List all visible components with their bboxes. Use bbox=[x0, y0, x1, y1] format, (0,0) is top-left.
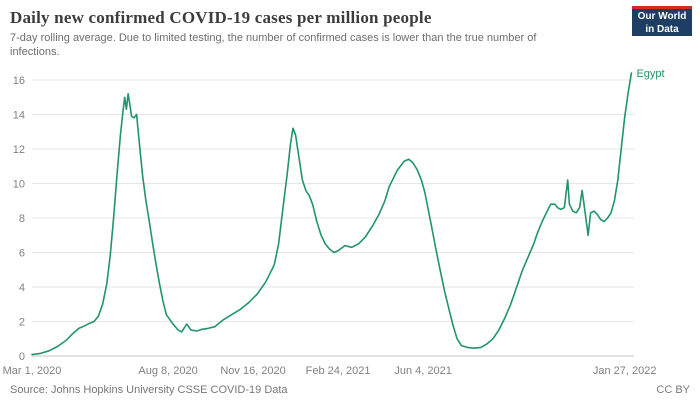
y-tick-label-10: 10 bbox=[13, 179, 25, 191]
owid-logo-line2: in Data bbox=[645, 23, 679, 35]
page-title: Daily new confirmed COVID-19 cases per m… bbox=[10, 8, 432, 27]
y-tick-label-12: 12 bbox=[13, 144, 25, 156]
owid-logo-line1: Our World bbox=[637, 10, 687, 22]
source-note: Source: Johns Hopkins University CSSE CO… bbox=[10, 384, 288, 396]
x-tick-label-3: Feb 24, 2021 bbox=[306, 365, 371, 377]
x-tick-label-4: Jun 4, 2021 bbox=[394, 365, 452, 377]
x-tick-label-5: Jan 27, 2022 bbox=[593, 365, 657, 377]
line-chart: 0 2 4 6 8 10 12 14 16 Mar 1, 2020 Aug 8, 2020 Nov 1… bbox=[3, 68, 665, 377]
owid-logo[interactable]: Our World in Data bbox=[632, 6, 692, 36]
series-line-egypt bbox=[31, 72, 633, 356]
chart-subtitle: 7-day rolling average. Due to limited te… bbox=[10, 32, 537, 58]
chart-header: Daily new confirmed COVID-19 cases per m… bbox=[0, 0, 700, 66]
license-link[interactable]: CC BY bbox=[656, 384, 690, 396]
x-tick-label-1: Aug 8, 2020 bbox=[138, 365, 197, 377]
y-tick-label-0: 0 bbox=[19, 351, 25, 363]
y-tick-label-8: 8 bbox=[19, 213, 25, 225]
y-tick-label-6: 6 bbox=[19, 248, 25, 260]
x-tick-label-2: Nov 16, 2020 bbox=[220, 365, 285, 377]
chart-footer: Source: Johns Hopkins University CSSE CO… bbox=[0, 384, 700, 396]
x-tick-label-0: Mar 1, 2020 bbox=[3, 365, 62, 377]
y-tick-label-16: 16 bbox=[13, 75, 25, 87]
y-tick-label-2: 2 bbox=[19, 317, 25, 329]
y-tick-label-14: 14 bbox=[13, 110, 25, 122]
y-tick-label-4: 4 bbox=[19, 282, 25, 294]
series-label-egypt: Egypt bbox=[636, 68, 664, 80]
